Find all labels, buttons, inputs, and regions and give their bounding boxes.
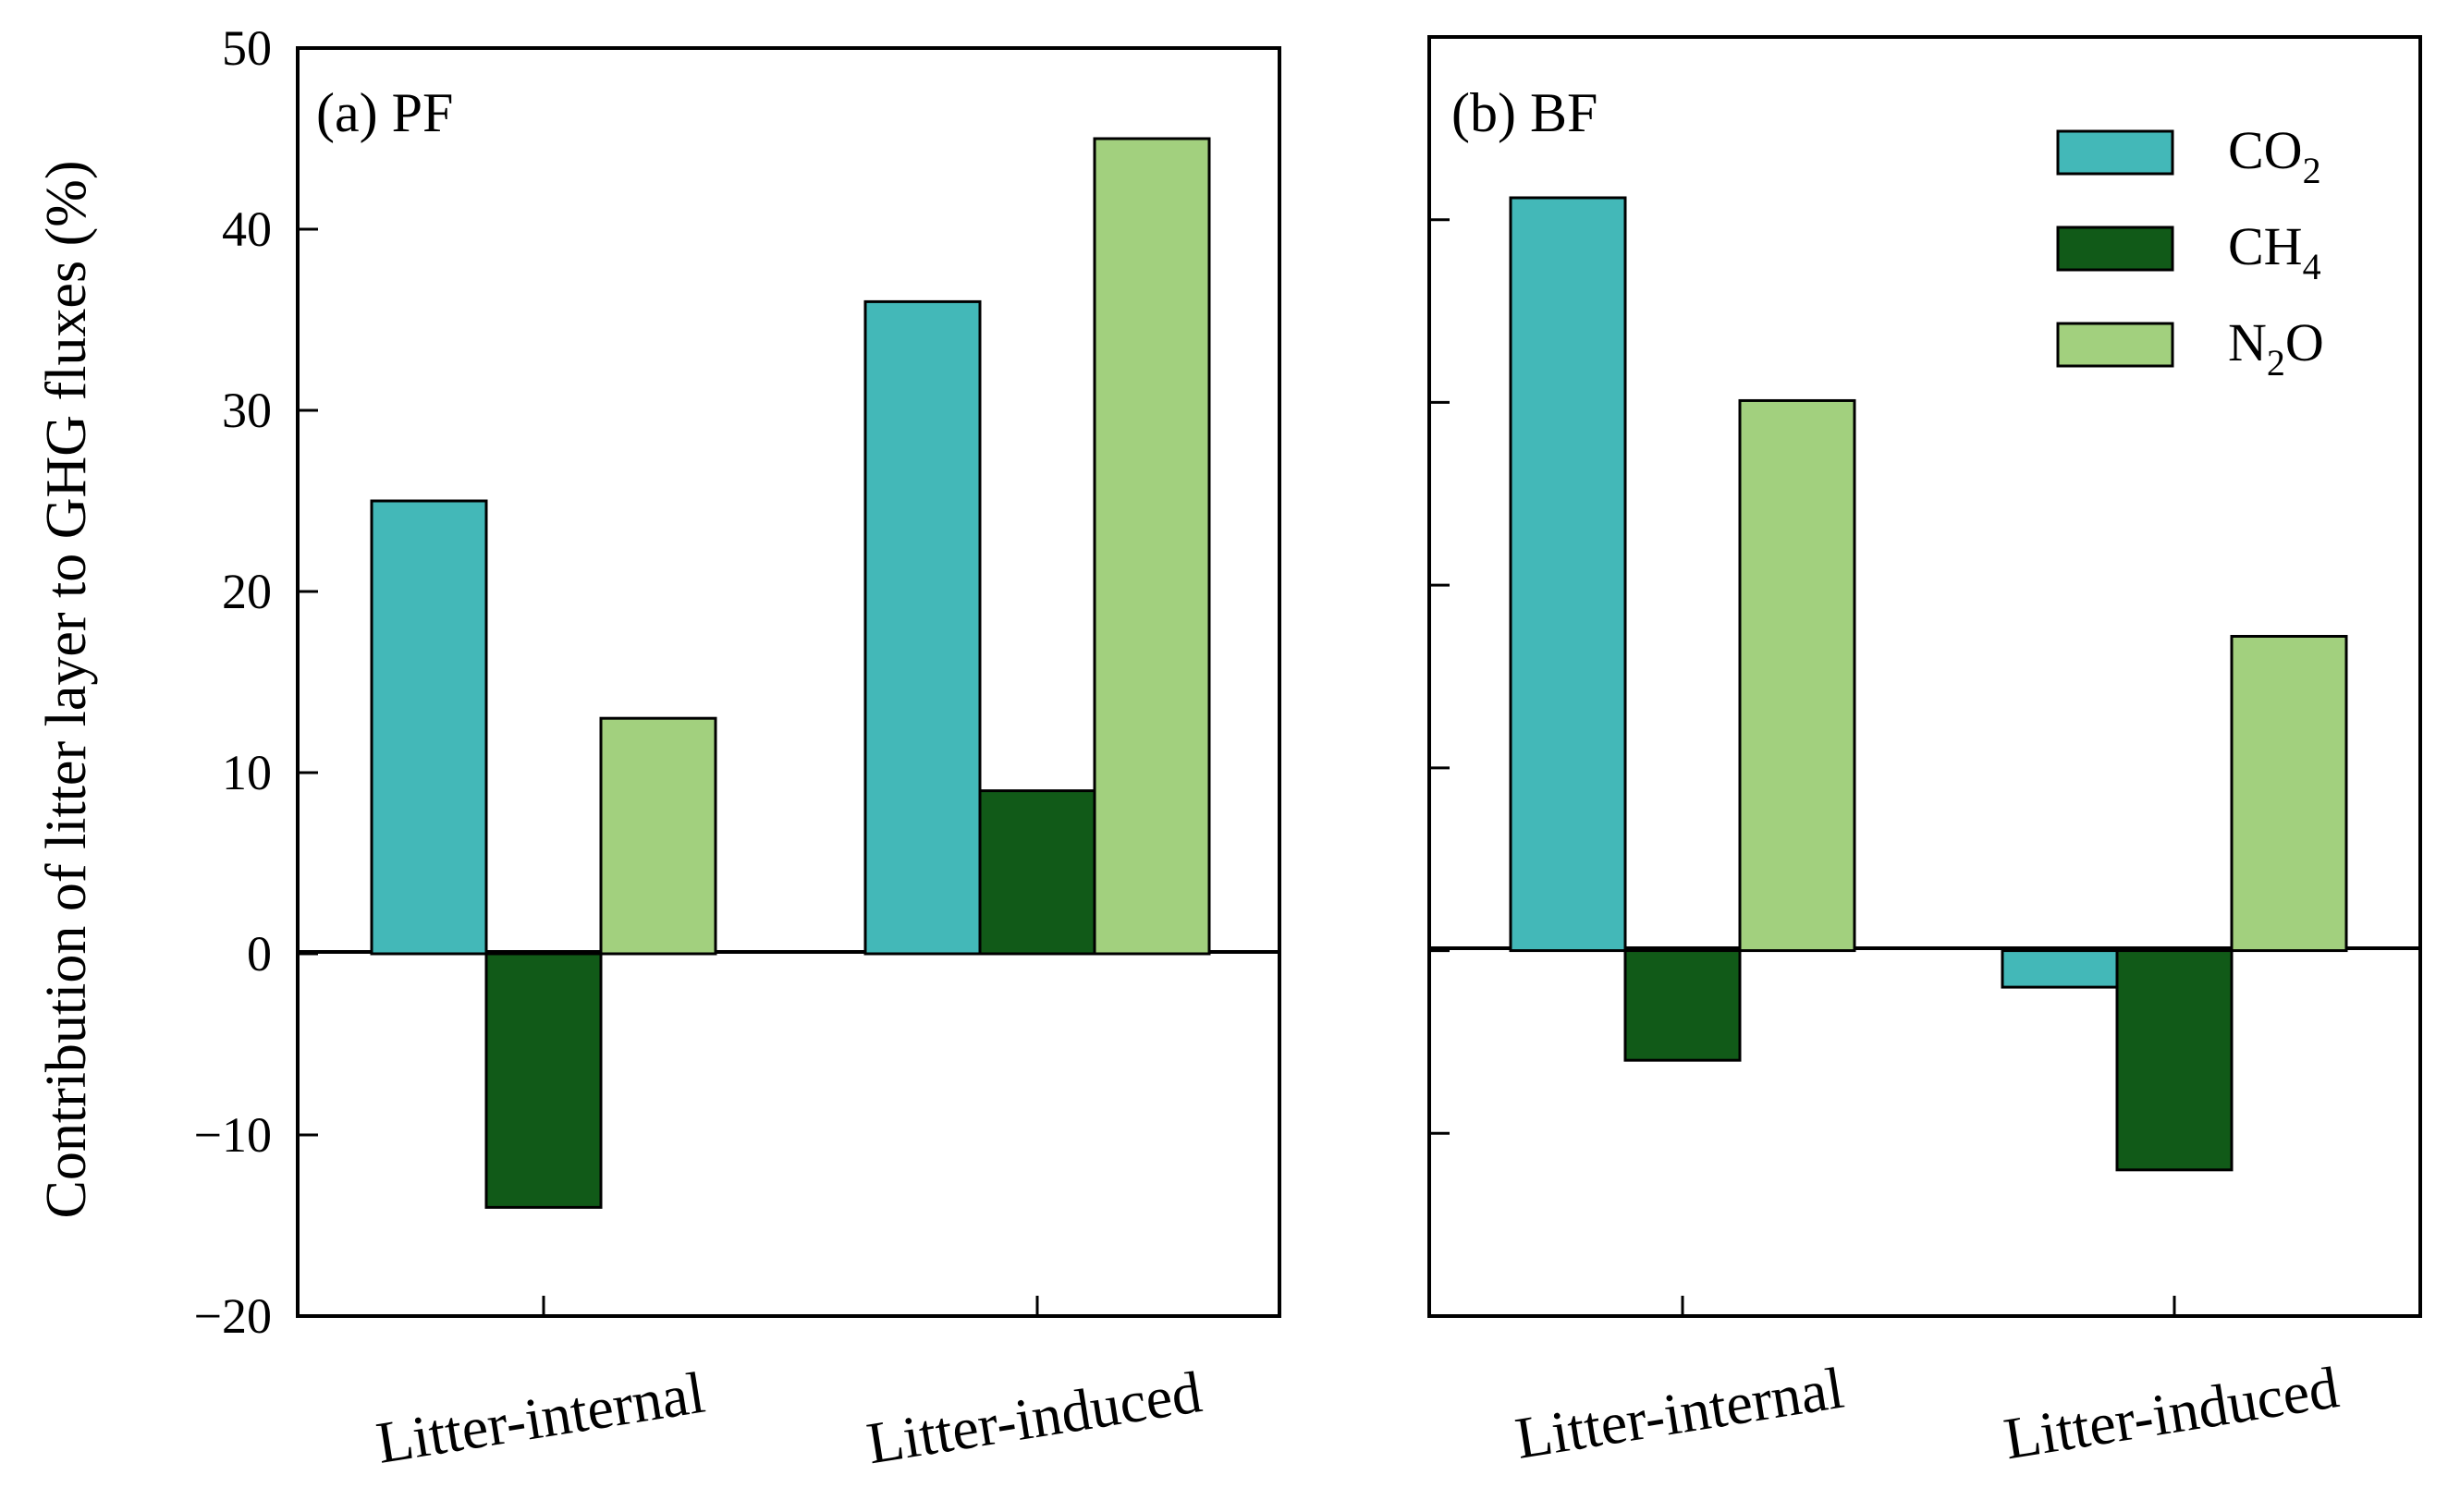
- legend-swatch-ch4: [2056, 226, 2174, 272]
- panel-a-y-tick-labels: −20 −10 0 10 20 30 40 50: [194, 20, 272, 1344]
- panel-b: (b) BF Litter-internal Litter-induced CO…: [1427, 35, 2422, 1471]
- panel-a-y-tick-label-20: 20: [222, 564, 272, 619]
- legend-label-n2o-rest: O: [2285, 312, 2324, 372]
- legend-label-co2: CO2: [2228, 120, 2321, 191]
- panel-b-frame: [1427, 35, 2422, 1318]
- panel-b-bar-co2-litter-induced: [2001, 949, 2119, 989]
- panel-a-bar-ch4-litter-induced: [978, 789, 1096, 956]
- panel-a-title: (a) PF: [316, 82, 453, 143]
- panel-a-x-label-litter-induced: Litter-induced: [863, 1359, 1206, 1476]
- panel-b-x-label-litter-induced: Litter-induced: [2000, 1354, 2343, 1471]
- panel-a-bar-co2-litter-internal: [370, 499, 488, 956]
- y-axis-label: Contribution of litter layer to GHG flux…: [35, 160, 98, 1218]
- panel-a-y-tick-label-50: 50: [222, 20, 272, 76]
- panel-a-y-tick-label-10: −10: [194, 1107, 272, 1163]
- legend-label-ch4-sub: 4: [2303, 246, 2321, 287]
- panel-a-frame: [296, 46, 1281, 1318]
- panel-a-y-ticks: [298, 227, 318, 1137]
- panel-b-y-ticks: [1429, 218, 1450, 1135]
- legend-label-ch4-base: CH: [2228, 216, 2303, 276]
- panel-a: −20 −10 0 10 20 30 40 50 (a) PF Litter-internal…: [194, 20, 1281, 1476]
- panel-a-bars: [370, 137, 1211, 1209]
- legend-label-co2-base: CO: [2228, 120, 2303, 180]
- panel-b-title: (b) BF: [1451, 82, 1597, 143]
- panel-b-bar-co2-litter-internal: [1509, 196, 1627, 953]
- legend-label-n2o-base: N: [2228, 312, 2267, 372]
- legend-label-ch4: CH4: [2228, 216, 2321, 287]
- panel-b-x-ticks: [1681, 1296, 2176, 1316]
- panel-a-bar-co2-litter-induced: [863, 299, 982, 956]
- panel-b-bar-n2o-litter-internal: [1738, 398, 1856, 953]
- legend: CO2 CH4 N2O: [2056, 120, 2324, 384]
- legend-label-co2-sub: 2: [2303, 150, 2321, 191]
- panel-b-bars: [1509, 196, 2348, 1172]
- panel-b-bar-n2o-litter-induced: [2230, 635, 2348, 953]
- panel-b-bar-ch4-litter-induced: [2115, 949, 2234, 1172]
- panel-a-y-tick-label-30: 30: [222, 383, 272, 438]
- panel-b-x-label-litter-internal: Litter-internal: [1511, 1355, 1847, 1471]
- panel-a-bar-n2o-litter-induced: [1093, 137, 1211, 956]
- panel-a-x-ticks: [542, 1296, 1039, 1316]
- panel-a-y-tick-label-0: 0: [247, 926, 272, 982]
- panel-a-bar-n2o-litter-internal: [599, 716, 717, 956]
- legend-swatch-co2: [2056, 129, 2174, 176]
- legend-swatch-n2o: [2056, 322, 2174, 368]
- panel-a-y-tick-label-40: 40: [222, 201, 272, 257]
- legend-label-n2o-sub: 2: [2267, 342, 2285, 384]
- panel-a-bar-ch4-litter-internal: [484, 952, 603, 1209]
- panel-a-x-label-litter-internal: Litter-internal: [372, 1360, 708, 1476]
- panel-b-bar-ch4-litter-internal: [1623, 949, 1742, 1062]
- panel-a-y-tick-label-10: 10: [222, 745, 272, 800]
- panel-a-y-tick-label-20: −20: [194, 1288, 272, 1344]
- legend-label-n2o: N2O: [2228, 312, 2324, 384]
